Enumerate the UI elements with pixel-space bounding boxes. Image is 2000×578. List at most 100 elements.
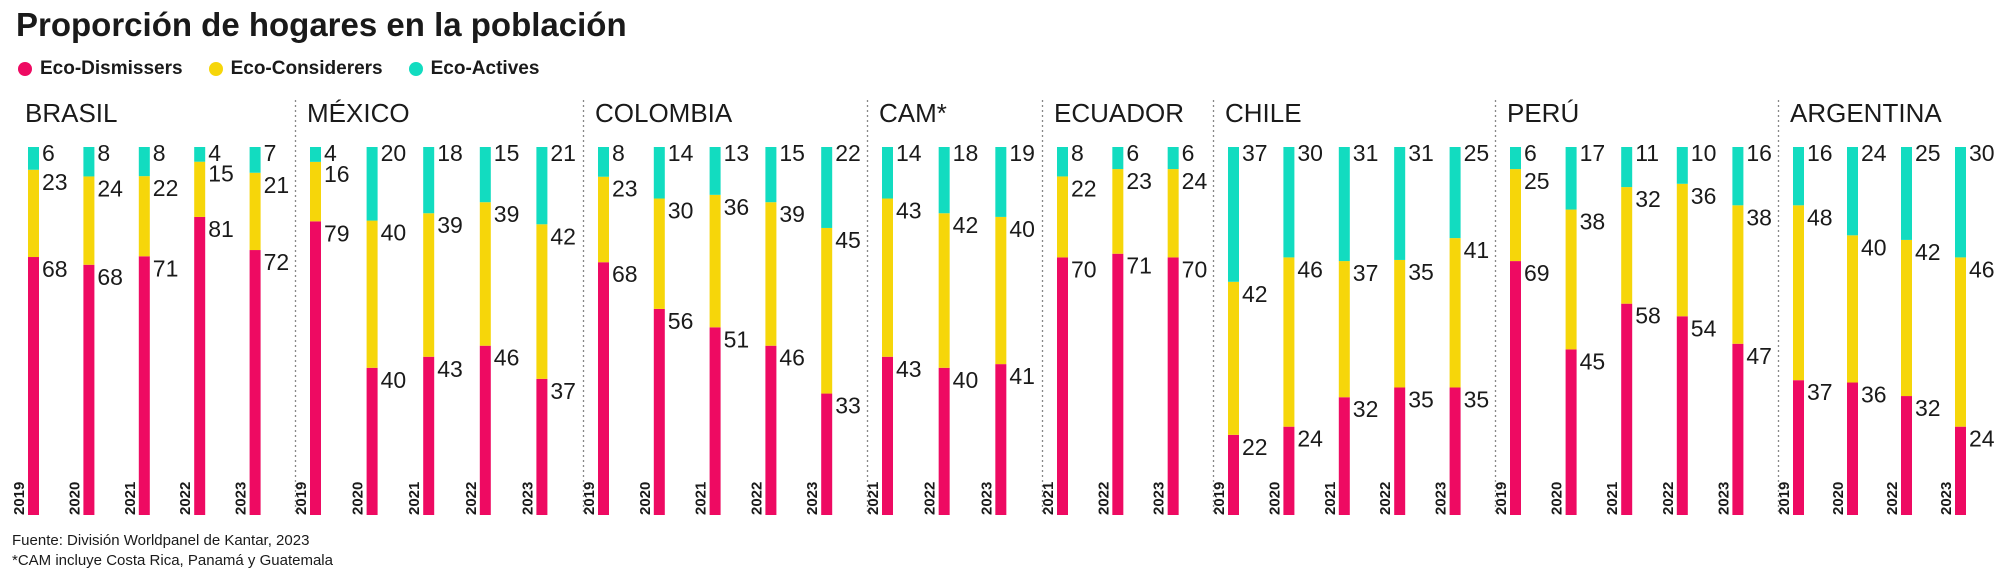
bar-ecuador-2021-eco-dismissers xyxy=(1057,257,1068,515)
bar-colombia-2020-eco-dismissers xyxy=(653,308,665,515)
bar-brasil-2019-eco-dismissers xyxy=(28,257,39,515)
value-label-argentina-2022-eco-dismissers: 32 xyxy=(1915,395,1941,421)
bar-peru-2021-eco-dismissers xyxy=(1621,303,1633,515)
value-label-mexico-2021-eco-dismissers: 43 xyxy=(437,356,463,382)
value-label-peru-2021-eco-considerers: 32 xyxy=(1635,186,1661,212)
value-label-argentina-2022-eco-considerers: 42 xyxy=(1915,239,1941,265)
value-label-chile-2021-eco-dismissers: 32 xyxy=(1353,396,1379,422)
legend-swatch-eco-considerers xyxy=(208,62,223,76)
bar-colombia-2019-eco-considerers xyxy=(598,176,609,263)
value-label-colombia-2019-eco-dismissers: 68 xyxy=(612,261,638,287)
bar-chile-2021-eco-dismissers xyxy=(1338,397,1350,515)
bar-colombia-2019-eco-dismissers xyxy=(598,262,609,515)
value-label-colombia-2022-eco-considerers: 39 xyxy=(779,201,805,227)
legend-label-eco-actives: Eco-Actives xyxy=(430,58,540,79)
value-label-brasil-2021-eco-considerers: 22 xyxy=(153,175,179,201)
legend-swatch-eco-actives xyxy=(408,62,423,76)
year-label-colombia-2020: 2020 xyxy=(637,482,654,515)
bar-argentina-2023-eco-actives xyxy=(1955,147,1966,258)
bar-chile-2022-eco-actives xyxy=(1394,147,1406,260)
value-label-chile-2021-eco-actives: 31 xyxy=(1353,140,1379,166)
country-label-chile: CHILE xyxy=(1225,98,1302,128)
value-label-argentina-2023-eco-dismissers: 24 xyxy=(1969,426,1995,452)
value-label-argentina-2020-eco-dismissers: 36 xyxy=(1861,382,1887,408)
legend-label-eco-dismissers: Eco-Dismissers xyxy=(40,58,183,79)
country-group-mexico: MÉXICO7916420194040202020433918202146391… xyxy=(293,98,576,515)
value-label-argentina-2019-eco-dismissers: 37 xyxy=(1807,379,1833,405)
bar-chile-2023-eco-dismissers xyxy=(1449,387,1461,515)
value-label-brasil-2022-eco-actives: 4 xyxy=(208,140,221,166)
legend-item-eco-actives: Eco-Actives xyxy=(408,58,540,80)
value-label-chile-2023-eco-actives: 25 xyxy=(1464,140,1490,166)
bar-colombia-2020-eco-actives xyxy=(653,147,665,199)
value-label-colombia-2020-eco-considerers: 30 xyxy=(668,198,694,224)
year-label-colombia-2022: 2022 xyxy=(748,482,765,515)
value-label-peru-2022-eco-considerers: 36 xyxy=(1691,183,1717,209)
value-label-chile-2019-eco-considerers: 42 xyxy=(1242,281,1268,307)
country-label-colombia: COLOMBIA xyxy=(595,98,733,128)
value-label-ecuador-2022-eco-considerers: 23 xyxy=(1126,168,1152,194)
value-label-peru-2022-eco-dismissers: 54 xyxy=(1691,315,1717,341)
year-label-ecuador-2022: 2022 xyxy=(1095,482,1112,515)
bar-colombia-2023-eco-actives xyxy=(821,147,833,228)
value-label-chile-2022-eco-actives: 31 xyxy=(1408,140,1434,166)
bar-peru-2020-eco-dismissers xyxy=(1565,349,1577,515)
value-label-mexico-2023-eco-considerers: 42 xyxy=(550,223,576,249)
bar-argentina-2019-eco-considerers xyxy=(1793,205,1804,381)
value-label-brasil-2022-eco-dismissers: 81 xyxy=(208,216,234,242)
value-label-colombia-2020-eco-dismissers: 56 xyxy=(668,308,694,334)
bar-brasil-2022-eco-dismissers xyxy=(194,216,206,516)
value-label-cam-2023-eco-actives: 19 xyxy=(1009,140,1035,166)
value-label-chile-2019-eco-actives: 37 xyxy=(1242,140,1268,166)
bar-chile-2023-eco-considerers xyxy=(1449,238,1461,388)
value-label-peru-2021-eco-dismissers: 58 xyxy=(1635,303,1661,329)
value-label-ecuador-2022-eco-actives: 6 xyxy=(1126,140,1139,166)
bar-brasil-2019-eco-actives xyxy=(28,147,39,170)
value-label-brasil-2021-eco-actives: 8 xyxy=(153,140,166,166)
value-label-chile-2019-eco-dismissers: 22 xyxy=(1242,434,1268,460)
value-label-peru-2023-eco-dismissers: 47 xyxy=(1746,343,1772,369)
bar-mexico-2022-eco-dismissers xyxy=(479,345,491,515)
country-group-cam: CAM* 43 43 14 2021 40 42 18 2022 41 40 19 2023 xyxy=(865,98,1035,515)
bar-chile-2021-eco-considerers xyxy=(1338,261,1350,398)
bar-brasil-2020-eco-actives xyxy=(83,147,95,177)
bar-mexico-2022-eco-actives xyxy=(479,147,491,203)
bar-ecuador-2023-eco-dismissers xyxy=(1167,257,1179,515)
country-label-ecuador: ECUADOR xyxy=(1054,98,1184,128)
bar-chile-2020-eco-dismissers xyxy=(1283,426,1295,515)
bar-mexico-2023-eco-actives xyxy=(536,147,548,225)
bar-chile-2019-eco-actives xyxy=(1228,147,1239,282)
bar-mexico-2021-eco-dismissers xyxy=(423,356,435,515)
bar-chile-2021-eco-actives xyxy=(1338,147,1350,262)
bar-brasil-2019-eco-considerers xyxy=(28,169,39,258)
bar-brasil-2023-eco-considerers xyxy=(249,172,261,251)
bar-brasil-2020-eco-dismissers xyxy=(83,264,95,515)
value-label-cam-2021-eco-dismissers: 43 xyxy=(896,356,922,382)
bar-argentina-2023-eco-considerers xyxy=(1955,257,1966,427)
year-label-colombia-2019: 2019 xyxy=(581,482,598,515)
year-label-peru-2020: 2020 xyxy=(1549,482,1566,515)
bar-cam-2023-eco-dismissers xyxy=(995,364,1007,515)
bar-peru-2023-eco-dismissers xyxy=(1732,343,1744,515)
value-label-mexico-2021-eco-actives: 18 xyxy=(437,140,463,166)
bar-colombia-2022-eco-actives xyxy=(765,147,777,203)
value-label-mexico-2020-eco-considerers: 40 xyxy=(381,220,407,246)
year-label-argentina-2023: 2023 xyxy=(1938,482,1955,515)
bar-mexico-2021-eco-considerers xyxy=(423,213,435,357)
value-label-mexico-2020-eco-actives: 20 xyxy=(381,140,407,166)
year-label-argentina-2020: 2020 xyxy=(1830,482,1847,515)
bar-chile-2020-eco-considerers xyxy=(1283,257,1295,427)
bar-argentina-2023-eco-dismissers xyxy=(1955,426,1966,515)
value-label-mexico-2023-eco-dismissers: 37 xyxy=(550,378,576,404)
legend-swatch-eco-dismissers xyxy=(18,62,32,76)
bar-mexico-2023-eco-dismissers xyxy=(536,378,548,515)
country-label-cam: CAM* xyxy=(879,98,947,128)
bar-chile-2020-eco-actives xyxy=(1283,147,1295,258)
value-label-mexico-2021-eco-considerers: 39 xyxy=(437,212,463,238)
value-label-ecuador-2021-eco-considerers: 22 xyxy=(1071,175,1097,201)
value-label-cam-2022-eco-considerers: 42 xyxy=(953,212,979,238)
bar-mexico-2019-eco-dismissers xyxy=(310,221,321,515)
value-label-cam-2021-eco-considerers: 43 xyxy=(896,198,922,224)
value-label-colombia-2022-eco-dismissers: 46 xyxy=(779,345,805,371)
value-label-argentina-2019-eco-actives: 16 xyxy=(1807,140,1833,166)
